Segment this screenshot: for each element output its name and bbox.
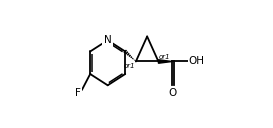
Text: F: F — [75, 88, 81, 98]
Text: or1: or1 — [123, 63, 135, 69]
Polygon shape — [158, 60, 172, 63]
Text: N: N — [104, 35, 112, 45]
Text: O: O — [169, 88, 177, 98]
Text: or1: or1 — [159, 54, 171, 60]
Text: OH: OH — [188, 56, 204, 66]
